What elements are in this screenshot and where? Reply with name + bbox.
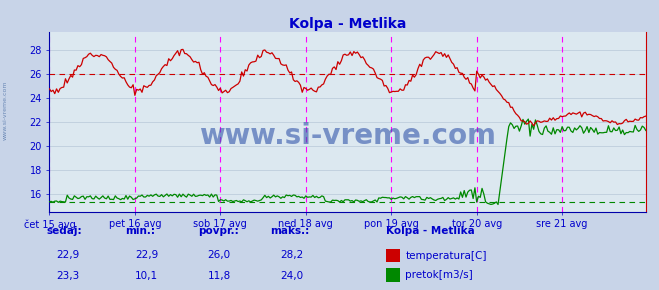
- Text: 26,0: 26,0: [208, 250, 231, 260]
- Text: min.:: min.:: [125, 226, 156, 236]
- Text: 22,9: 22,9: [56, 250, 79, 260]
- Text: temperatura[C]: temperatura[C]: [405, 251, 487, 261]
- Text: sedaj:: sedaj:: [46, 226, 82, 236]
- Text: www.si-vreme.com: www.si-vreme.com: [199, 122, 496, 150]
- Text: www.si-vreme.com: www.si-vreme.com: [3, 80, 8, 140]
- Text: 24,0: 24,0: [280, 271, 303, 281]
- Text: 11,8: 11,8: [208, 271, 231, 281]
- Text: 22,9: 22,9: [135, 250, 158, 260]
- Text: maks.:: maks.:: [270, 226, 310, 236]
- Title: Kolpa - Metlika: Kolpa - Metlika: [289, 17, 407, 31]
- Text: Kolpa - Metlika: Kolpa - Metlika: [386, 226, 474, 236]
- Text: 28,2: 28,2: [280, 250, 303, 260]
- Text: pretok[m3/s]: pretok[m3/s]: [405, 271, 473, 280]
- Text: 23,3: 23,3: [56, 271, 79, 281]
- Text: povpr.:: povpr.:: [198, 226, 239, 236]
- Text: 10,1: 10,1: [135, 271, 158, 281]
